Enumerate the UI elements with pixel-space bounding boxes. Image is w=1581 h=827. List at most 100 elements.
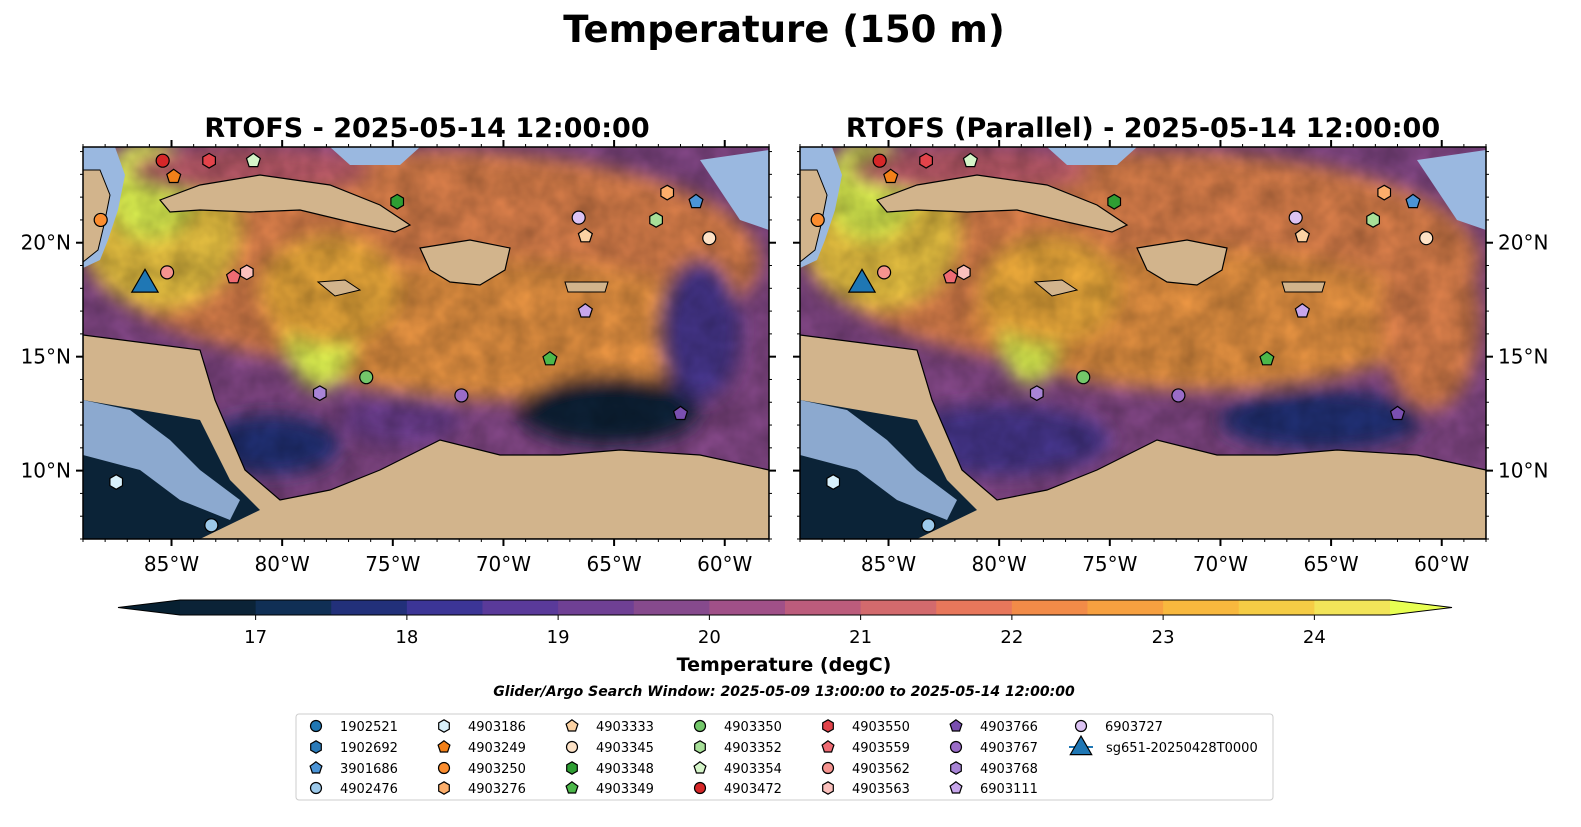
- marker-4903350: [1076, 370, 1091, 385]
- colorbar-bin: [255, 600, 332, 615]
- marker-4903354: [962, 152, 979, 168]
- marker-4903350: [359, 370, 374, 385]
- lat-tick-label: 20°N: [1498, 231, 1548, 255]
- marker-sg651-20250428T0000: [130, 268, 160, 293]
- panel-markers: [810, 152, 1434, 533]
- legend-entry: 4903559: [821, 740, 910, 756]
- marker-4903250: [93, 212, 108, 228]
- colorbar-tick-label: 22: [1000, 627, 1023, 648]
- colorbar-tick-label: 18: [395, 627, 418, 648]
- marker-4903354: [245, 152, 262, 168]
- lon-tick-label: 80°W: [972, 552, 1027, 576]
- marker-4903250: [810, 212, 825, 228]
- colorbar-bin: [558, 600, 635, 615]
- marker-4903559: [225, 268, 242, 284]
- marker-4903562: [159, 265, 175, 280]
- legend-entry: 4903354: [693, 761, 782, 777]
- legend-marker: [566, 761, 578, 775]
- lon-tick-label: 65°W: [586, 552, 641, 576]
- marker-4903352: [649, 212, 664, 228]
- search-window-text: Glider/Argo Search Window: 2025-05-09 13…: [493, 684, 1075, 700]
- colorbar-bin: [180, 600, 257, 615]
- colorbar-bin: [709, 600, 786, 615]
- legend-label: 4903345: [596, 741, 654, 756]
- legend-entry: 4903352: [694, 740, 782, 756]
- legend-label: 4903352: [724, 741, 782, 756]
- legend-entry: 4903472: [693, 781, 782, 797]
- axis-ticks: 85°W 80°W 75°W 70°W 65°W 60°W 20°N 15°N 10°N 85°W…: [21, 140, 1548, 576]
- panel-title-rtofs: RTOFS - 2025-05-14 12:00:00: [204, 113, 649, 144]
- legend-marker: [949, 781, 963, 794]
- marker-4902476: [204, 518, 219, 533]
- legend-entry: 4903333: [565, 719, 654, 735]
- legend-marker: [1074, 719, 1088, 733]
- legend-label: 4903550: [852, 720, 910, 735]
- lon-tick-label: 60°W: [697, 552, 752, 576]
- temperature-field-rtofs-parallel: [800, 147, 1486, 539]
- legend-entry: 4902476: [309, 781, 398, 797]
- marker-4903333: [1294, 227, 1311, 243]
- legend-marker: [437, 761, 451, 775]
- legend-marker: [438, 719, 450, 733]
- marker-4903563: [956, 264, 971, 281]
- marker-4902476: [921, 518, 936, 533]
- legend-label: 6903727: [1105, 720, 1163, 735]
- legend-entry: sg651-20250428T0000: [1069, 734, 1258, 756]
- legend-entry: 4903766: [949, 719, 1038, 735]
- legend-entry: 4903276: [438, 781, 526, 797]
- colorbar-extend-low: [118, 600, 180, 615]
- legend-entry: 4903350: [693, 719, 782, 735]
- legend-marker: [693, 781, 707, 795]
- legend-label: 4903768: [980, 762, 1038, 777]
- colorbar-extend-high: [1390, 600, 1452, 615]
- marker-4903550: [919, 152, 934, 169]
- colorbar-tick-label: 19: [547, 627, 570, 648]
- colorbar-bin: [1314, 600, 1391, 615]
- marker-sg651-20250428T0000: [847, 268, 877, 293]
- colorbar-bin: [1011, 600, 1089, 615]
- lon-tick-label: 65°W: [1303, 552, 1358, 576]
- legend-label: 4903472: [724, 782, 782, 797]
- legend-entry: 4903768: [950, 761, 1038, 777]
- legend-marker: [822, 719, 834, 733]
- legend-marker: [310, 740, 322, 754]
- legend-label: 4903767: [980, 741, 1038, 756]
- legend-label: 4903333: [596, 720, 654, 735]
- legend-marker: [1069, 734, 1093, 756]
- colorbar-tick-label: 20: [698, 627, 721, 648]
- marker-4903349: [542, 350, 558, 366]
- legend-entry: 6903111: [949, 781, 1038, 797]
- colorbar-bin: [633, 600, 710, 615]
- marker-4903550: [202, 152, 216, 169]
- legend-entry: 1902521: [309, 719, 398, 735]
- legend-marker: [694, 740, 706, 754]
- legend-marker: [949, 740, 963, 754]
- marker-4903768: [312, 385, 327, 402]
- lat-tick-label: 10°N: [21, 459, 71, 483]
- legend-label: 4903349: [596, 782, 654, 797]
- marker-4903186: [826, 474, 841, 490]
- marker-3901686: [688, 193, 704, 209]
- land-rtofs: [83, 147, 769, 539]
- lat-tick-label: 10°N: [1498, 459, 1548, 483]
- legend-label: 4903354: [724, 762, 782, 777]
- legend-label: 4903348: [596, 762, 654, 777]
- colorbar-tick-label: 21: [849, 627, 872, 648]
- colorbar-bin: [482, 600, 559, 615]
- colorbar-bin: [860, 600, 937, 615]
- legend-marker: [309, 761, 323, 774]
- panel-rtofs: RTOFS - 2025-05-14 12:00:00: [82, 113, 770, 540]
- colorbar-bin: [331, 600, 408, 615]
- legend-label: 6903111: [980, 782, 1038, 797]
- legend-entry: 4903345: [565, 740, 654, 756]
- lon-tick-label: 70°W: [1193, 552, 1248, 576]
- colorbar-bin: [1163, 600, 1240, 615]
- legend-entry: 4903550: [822, 719, 910, 735]
- legend-label: 4903276: [468, 782, 526, 797]
- lon-tick-label: 85°W: [144, 552, 199, 576]
- marker-4903276: [660, 184, 675, 201]
- legend-marker: [309, 781, 323, 795]
- colorbar-bin: [1087, 600, 1164, 615]
- marker-4903348: [390, 193, 405, 210]
- colorbar-bin: [785, 600, 862, 615]
